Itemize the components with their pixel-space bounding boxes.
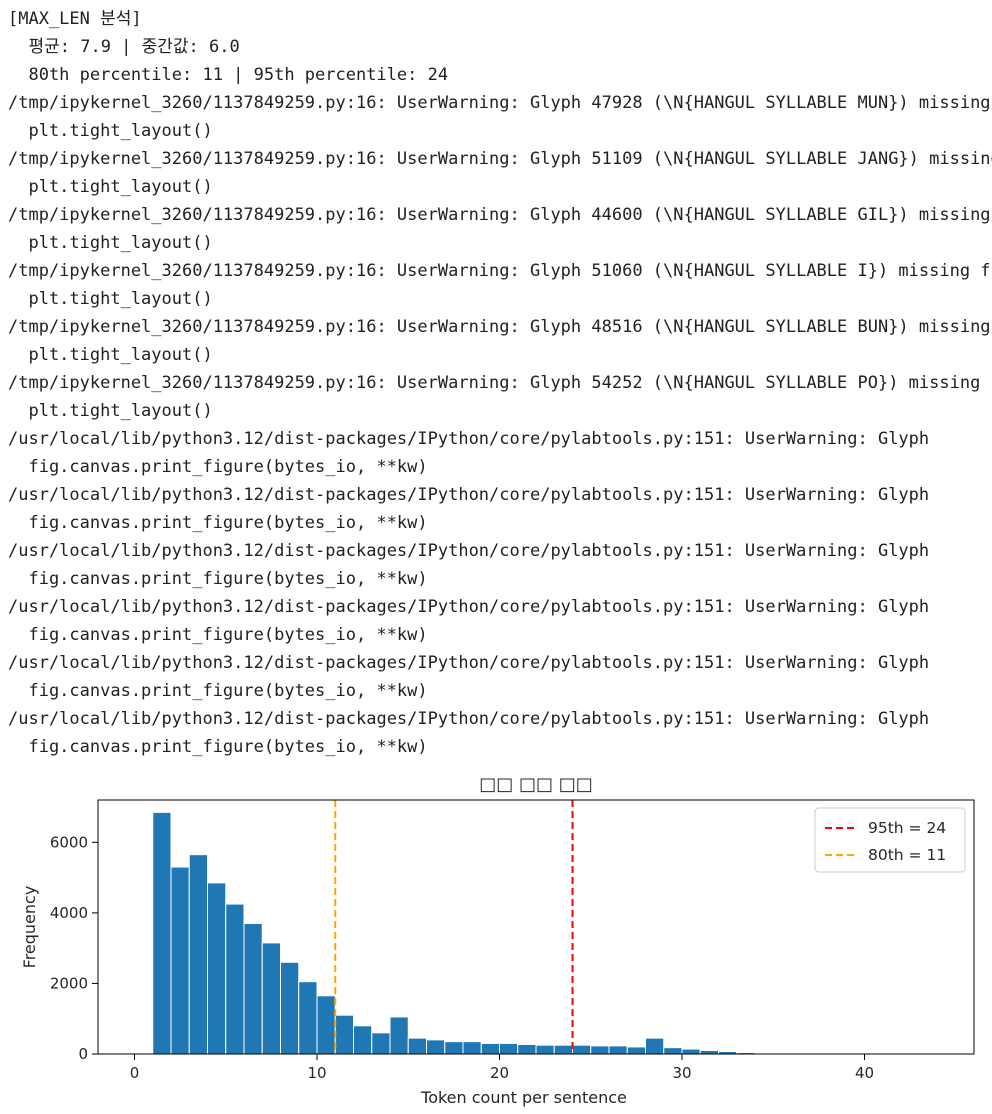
log-line: /usr/local/lib/python3.12/dist-packages/…	[8, 653, 930, 673]
histogram-bar	[353, 1025, 373, 1055]
log-line: /tmp/ipykernel_3260/1137849259.py:16: Us…	[8, 205, 991, 225]
histogram-bar	[608, 1045, 628, 1055]
histogram-bar	[334, 1014, 354, 1055]
histogram-bar	[590, 1045, 610, 1055]
histogram-bar	[426, 1039, 446, 1055]
log-line: fig.canvas.print_figure(bytes_io, **kw)	[8, 737, 428, 757]
histogram-bar	[535, 1044, 555, 1055]
log-line: fig.canvas.print_figure(bytes_io, **kw)	[8, 625, 428, 645]
log-line: fig.canvas.print_figure(bytes_io, **kw)	[8, 513, 428, 533]
log-line: fig.canvas.print_figure(bytes_io, **kw)	[8, 569, 428, 589]
histogram-bar	[407, 1037, 427, 1055]
y-axis-label: Frequency	[20, 886, 39, 969]
log-line: fig.canvas.print_figure(bytes_io, **kw)	[8, 681, 428, 701]
x-axis-label: Token count per sentence	[420, 1088, 627, 1107]
log-line: /usr/local/lib/python3.12/dist-packages/…	[8, 485, 930, 505]
histogram-bar	[170, 866, 190, 1055]
x-tick-label: 40	[855, 1064, 874, 1082]
log-line: plt.tight_layout()	[8, 233, 213, 253]
histogram-bar	[389, 1016, 409, 1055]
legend-label: 95th = 24	[868, 819, 946, 837]
histogram-bar	[280, 961, 300, 1055]
histogram-bar	[480, 1042, 500, 1055]
histogram-bar	[261, 942, 281, 1055]
y-tick-label: 6000	[50, 833, 88, 851]
log-line: [MAX_LEN 분석]	[8, 9, 142, 29]
histogram-bar	[188, 854, 208, 1055]
histogram-bar	[152, 811, 172, 1055]
log-line: plt.tight_layout()	[8, 289, 213, 309]
y-tick-label: 2000	[50, 974, 88, 992]
legend-label: 80th = 11	[868, 846, 946, 864]
log-line: /tmp/ipykernel_3260/1137849259.py:16: Us…	[8, 373, 992, 393]
histogram-bar	[572, 1044, 592, 1055]
histogram-bar	[316, 995, 336, 1055]
y-tick-label: 0	[78, 1045, 88, 1063]
y-tick-label: 4000	[50, 904, 88, 922]
log-line: /usr/local/lib/python3.12/dist-packages/…	[8, 429, 930, 449]
histogram-bar	[517, 1043, 537, 1055]
stderr-log: [MAX_LEN 분석] 평균: 7.9 | 중간값: 6.0 80th per…	[8, 5, 992, 761]
x-tick-label: 0	[130, 1064, 140, 1082]
histogram-bar	[681, 1048, 701, 1055]
histogram-bar	[462, 1041, 482, 1055]
log-line: plt.tight_layout()	[8, 401, 213, 421]
histogram-bar	[225, 903, 245, 1055]
histogram-bar	[553, 1044, 573, 1055]
log-line: /tmp/ipykernel_3260/1137849259.py:16: Us…	[8, 93, 991, 113]
histogram-bar	[298, 981, 318, 1055]
histogram-bar	[645, 1037, 665, 1055]
histogram-bar	[444, 1041, 464, 1055]
chart-title: □□ □□ □□	[479, 774, 592, 795]
log-line: /usr/local/lib/python3.12/dist-packages/…	[8, 709, 930, 729]
log-line: plt.tight_layout()	[8, 121, 213, 141]
log-line: fig.canvas.print_figure(bytes_io, **kw)	[8, 457, 428, 477]
histogram-bar	[626, 1046, 646, 1055]
histogram-bar	[499, 1042, 519, 1055]
histogram-figure: □□ □□ □□ 0 10 20 30 40 0 2000 4000 6000 Token coun…	[0, 762, 992, 1114]
log-line: /tmp/ipykernel_3260/1137849259.py:16: Us…	[8, 317, 991, 337]
plot-frame	[97, 799, 975, 1055]
histogram-bar	[371, 1032, 391, 1055]
log-line: /usr/local/lib/python3.12/dist-packages/…	[8, 597, 930, 617]
histogram-bar	[699, 1049, 719, 1055]
x-tick-label: 20	[490, 1064, 509, 1082]
histogram-bar	[207, 882, 227, 1055]
log-line: plt.tight_layout()	[8, 177, 213, 197]
log-line: 80th percentile: 11 | 95th percentile: 2…	[8, 65, 449, 85]
log-line: /tmp/ipykernel_3260/1137849259.py:16: Us…	[8, 149, 992, 169]
histogram-chart: □□ □□ □□ 0 10 20 30 40 0 2000 4000 6000 Token coun…	[20, 774, 975, 1107]
histogram-bar	[243, 922, 263, 1055]
x-tick-label: 30	[672, 1064, 691, 1082]
log-line: 평균: 7.9 | 중간값: 6.0	[8, 37, 240, 57]
histogram-bar	[663, 1047, 683, 1055]
log-line: plt.tight_layout()	[8, 345, 213, 365]
log-line: /tmp/ipykernel_3260/1137849259.py:16: Us…	[8, 261, 992, 281]
log-line: /usr/local/lib/python3.12/dist-packages/…	[8, 541, 930, 561]
x-tick-label: 10	[307, 1064, 326, 1082]
